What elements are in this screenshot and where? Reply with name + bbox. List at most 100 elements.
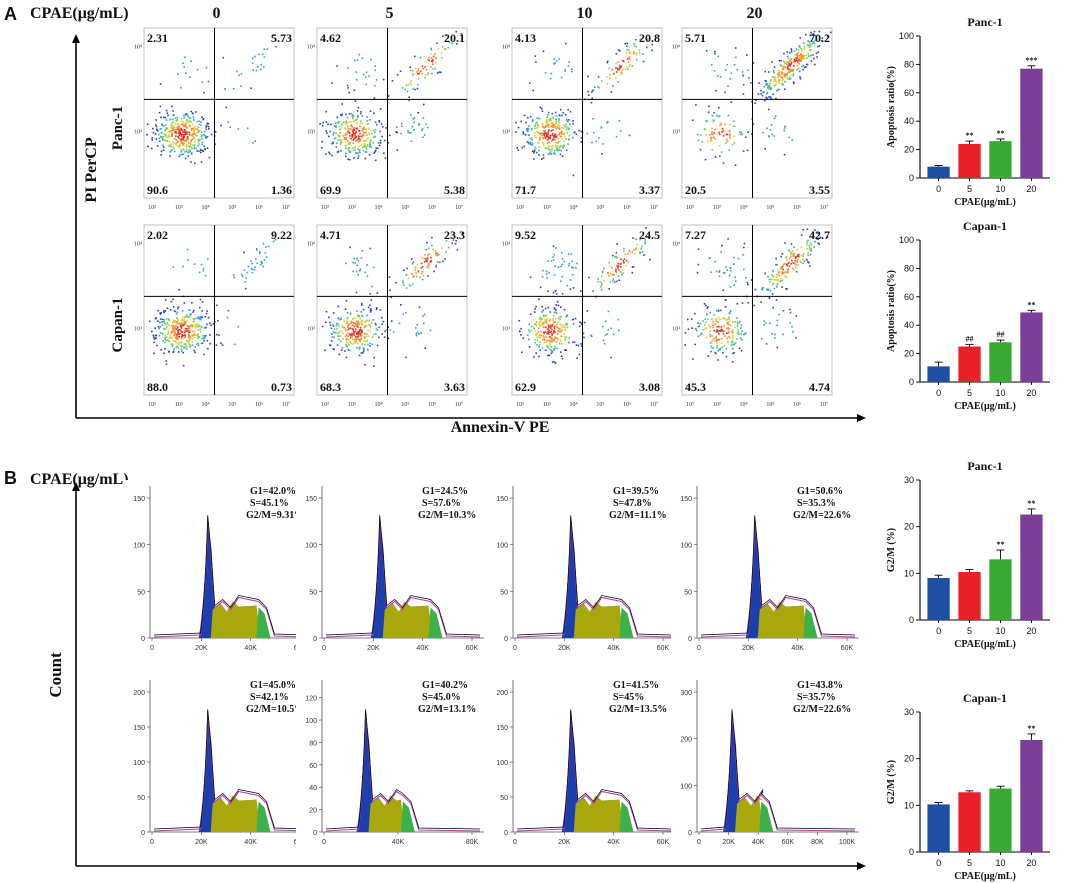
scatter-point [342,332,344,335]
scatter-point [818,30,821,33]
scatter-point [789,71,791,73]
scatter-point [347,321,349,323]
scatter-point [347,87,349,89]
scatter-point [781,267,783,269]
scatter-point [343,326,346,329]
scatter-point [421,127,424,130]
scatter-point [345,146,347,149]
scatter-point [263,66,265,68]
scatter-point [352,322,355,324]
scatter-point [813,246,815,248]
scatter-point [187,138,190,141]
scatter-point [801,254,803,257]
scatter-point [345,299,348,302]
scatter-point [733,263,735,265]
scatter-point [437,253,440,256]
scatter-point [146,123,149,126]
scatter-point [795,270,798,273]
scatter-point [362,133,364,136]
scatter-point [721,328,723,331]
scatter-point [707,306,709,308]
scatter-point [796,64,799,67]
scatter-point [191,334,194,337]
scatter-point [177,330,179,332]
scatter-point [373,97,376,99]
raw-histogram-line [153,709,309,830]
scatter-point [798,253,801,256]
hist-x-tick: 60K [657,645,670,652]
scatter-point [417,124,420,126]
scatter-point [592,118,594,120]
scatter-point [541,158,543,160]
scatter-point [164,334,166,337]
scatter-point [196,68,199,71]
scatter-point [441,45,444,48]
scatter-point [620,262,622,265]
scatter-x-tick: 10⁶ [428,205,436,211]
scatter-point [725,348,728,350]
scatter-point [348,323,350,326]
scatter-point [733,135,735,138]
scatter-point [179,127,181,130]
scatter-point [555,293,558,295]
scatter-point [358,150,361,152]
scatter-point [734,47,737,49]
scatter-point [536,127,538,129]
scatter-point [193,320,196,322]
scatter-point [360,302,363,305]
scatter-point [197,145,199,147]
scatter-point [371,132,373,135]
scatter-point [240,73,243,75]
scatter-x-tick: 10⁶ [623,205,631,211]
scatter-point [364,325,366,328]
hist-y-tick: 20 [309,808,317,815]
scatter-point [559,338,561,341]
scatter-point [206,122,209,125]
scatter-point [784,73,787,75]
scatter-point [370,58,372,61]
scatter-point [537,142,540,144]
scatter-point [600,127,603,129]
scatter-point [728,330,730,333]
scatter-point [767,85,770,87]
scatter-point [631,251,633,253]
scatter-point [168,140,171,143]
scatter-point [559,125,561,128]
scatter-point [374,69,376,72]
scatter-point [788,261,790,264]
scatter-point [721,244,723,247]
scatter-point [197,333,199,335]
scatter-point [166,307,169,310]
scatter-point [547,354,549,357]
scatter-point [549,340,552,343]
scatter-point [193,146,195,148]
scatter-point [207,316,210,319]
scatter-point [177,331,180,333]
scatter-point [616,256,618,258]
scatter-point [520,120,522,123]
scatter-point [558,114,561,116]
hist-x-tick: 40K [607,839,620,846]
scatter-point [548,129,550,131]
scatter-point [794,259,797,262]
quadrant-ur-value: 23.3 [444,228,465,242]
scatter-point [533,150,536,152]
scatter-point [627,253,629,255]
scatter-point [697,263,700,266]
scatter-point [403,284,405,286]
scatter-point [352,120,355,122]
hist-x-tick: 20K [558,645,571,652]
row-label-group: Capan-1 [110,297,126,352]
scatter-point [807,55,810,58]
scatter-point [369,326,372,329]
scatter-point [775,276,778,279]
scatter-point [275,46,278,48]
scatter-point [601,80,603,82]
scatter-point [178,137,180,139]
scatter-point [352,330,355,333]
scatter-point [732,343,734,346]
scatter-point [781,271,784,273]
scatter-point [198,123,201,126]
scatter-point [185,123,187,125]
